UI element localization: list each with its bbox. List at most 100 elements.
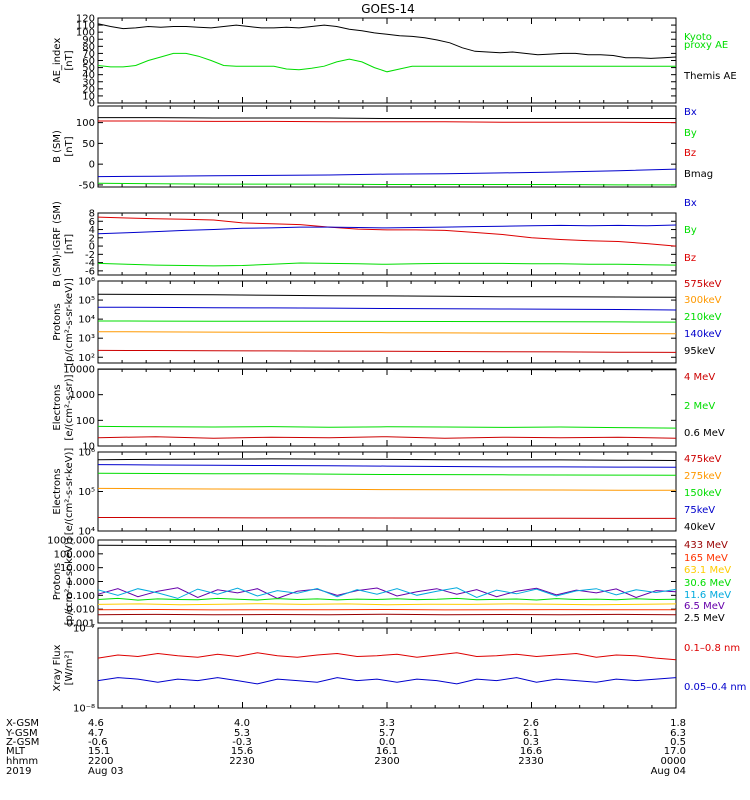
y-tick-label: -6 (85, 266, 95, 277)
legend-entry: By (684, 128, 697, 139)
legend-entry: 575keV (684, 279, 722, 290)
y-tick-label: 10⁵ (78, 296, 95, 307)
ephemeris-value: 6.3 (670, 728, 686, 739)
legend-entry: Themis AE (683, 71, 737, 82)
y-tick-label: 10⁴ (78, 527, 95, 538)
ephemeris-value: 4.6 (88, 718, 104, 729)
series-line (97, 597, 677, 601)
ephemeris-row-label: Y-GSM (5, 728, 38, 739)
panel-6: 10⁴ 10⁵ 10⁶ Electrons [e/(cm²-s-sr-keV)] 475k… (52, 448, 722, 538)
y-tick-label: 0.100 (66, 591, 95, 602)
series-line (97, 517, 676, 519)
y-tick-label: 10⁻⁸ (73, 704, 95, 715)
y-axis-label: [W/m²] (64, 650, 75, 685)
y-tick-label: -4 (85, 258, 95, 269)
y-tick-label: 1.000 (66, 577, 95, 588)
ephemeris-value: 16.1 (376, 746, 398, 757)
y-tick-label: 1000 (70, 390, 95, 401)
y-tick-label: 0 (89, 99, 95, 110)
y-tick-label: 4 (89, 225, 95, 236)
legend-entry: Bx (684, 107, 697, 118)
y-tick-label: 70 (82, 49, 95, 60)
y-axis-label: Protons (52, 563, 63, 600)
series-line (97, 603, 677, 606)
y-tick-label: 60 (82, 56, 95, 67)
legend-entry: 11.6 MeV (684, 590, 731, 601)
panel-frame (97, 539, 677, 624)
legend-entry: Kyoto (684, 32, 712, 43)
y-axis-label: Protons (52, 303, 63, 340)
legend-entry: proxy AE (684, 40, 728, 51)
ephemeris-value: Aug 03 (88, 766, 123, 777)
y-tick-label: 8 (89, 209, 95, 220)
ephemeris-row-label: MLT (6, 746, 26, 757)
legend-entry: 165 MeV (684, 553, 728, 564)
legend-entry: 0.6 MeV (684, 428, 725, 439)
ephemeris-value: 2.6 (523, 718, 539, 729)
ephemeris-table: X-GSM 4.6 4.0 3.3 2.6 1.8 Y-GSM 4.7 5.3 5.7 6.1 6.3… (5, 718, 686, 777)
series-line (97, 52, 676, 73)
legend-entry: 4 MeV (684, 372, 715, 383)
legend-entry: 433 MeV (684, 540, 728, 551)
y-axis-label: [nT] (64, 234, 75, 254)
legend-entry: 6.5 MeV (684, 601, 725, 612)
series-line (98, 117, 676, 119)
ephemeris-value: Aug 04 (651, 766, 686, 777)
series-line (97, 472, 677, 476)
series-line (97, 320, 677, 323)
y-tick-label: 10.000 (60, 563, 95, 574)
ephemeris-value: 15.1 (88, 746, 110, 757)
y-axis-label: [nT] (64, 136, 75, 156)
ephemeris-value: 0.5 (670, 737, 686, 748)
legend-entry: 300keV (684, 295, 722, 306)
series-line (97, 224, 677, 235)
y-tick-label: 10⁶ (78, 277, 95, 288)
legend-entry: 40keV (684, 522, 715, 533)
y-tick-label: 10000 (63, 365, 95, 376)
y-tick-label: 10⁻⁷ (73, 624, 95, 635)
y-tick-label: 0 (89, 160, 95, 171)
y-tick-label: 110 (76, 21, 95, 32)
ephemeris-row-label: 2019 (6, 766, 31, 777)
legend-entry: 75keV (684, 505, 715, 516)
panel-2: -50 0 50 100 B (SM) [nT] Bx By Bz Bmag (52, 105, 713, 191)
ephemeris-value: 6.1 (523, 728, 539, 739)
series-line (97, 587, 677, 599)
legend-entry: 30.6 MeV (684, 578, 731, 589)
y-tick-label: 50 (82, 63, 95, 74)
y-axis-label: B (SM) (52, 130, 63, 163)
series-line (97, 182, 676, 186)
ephemeris-value: 3.3 (379, 718, 395, 729)
panel-frame (97, 451, 677, 532)
y-tick-label: 100 (76, 416, 95, 427)
series-line (97, 436, 677, 439)
chart-title: GOES-14 (361, 2, 415, 16)
y-tick-label: 80 (82, 42, 95, 53)
y-tick-label: 50 (82, 139, 95, 150)
series-line (97, 216, 677, 247)
y-tick-label: 10² (78, 353, 95, 364)
legend-entry: 475keV (684, 454, 722, 465)
y-tick-label: 10⁶ (78, 448, 95, 459)
y-tick-label: 0 (89, 242, 95, 253)
y-tick-label: 100 (76, 28, 95, 39)
y-axis-label: [nT] (64, 50, 75, 70)
ephemeris-value: -0.3 (232, 737, 252, 748)
ephemeris-value: 2330 (518, 756, 543, 767)
panel-frame (97, 627, 677, 709)
y-axis-label: Xray Flux (52, 644, 63, 691)
legend-entry: Bz (684, 148, 696, 159)
ephemeris-value: 0000 (661, 756, 686, 767)
ephemeris-value: 17.0 (664, 746, 686, 757)
y-tick-label: 100 (76, 118, 95, 129)
ephemeris-row-label: Z-GSM (6, 737, 39, 748)
ephemeris-row-label: X-GSM (6, 718, 39, 729)
legend-entry: 275keV (684, 471, 722, 482)
y-tick-label: 1000.000 (47, 536, 95, 547)
series-line (97, 262, 677, 267)
ephemeris-value: 16.6 (520, 746, 542, 757)
y-axis-label: [p/(cm²-s-sr-keV)] (64, 538, 75, 626)
ephemeris-value: 1.8 (670, 718, 686, 729)
ephemeris-value: 4.7 (88, 728, 104, 739)
